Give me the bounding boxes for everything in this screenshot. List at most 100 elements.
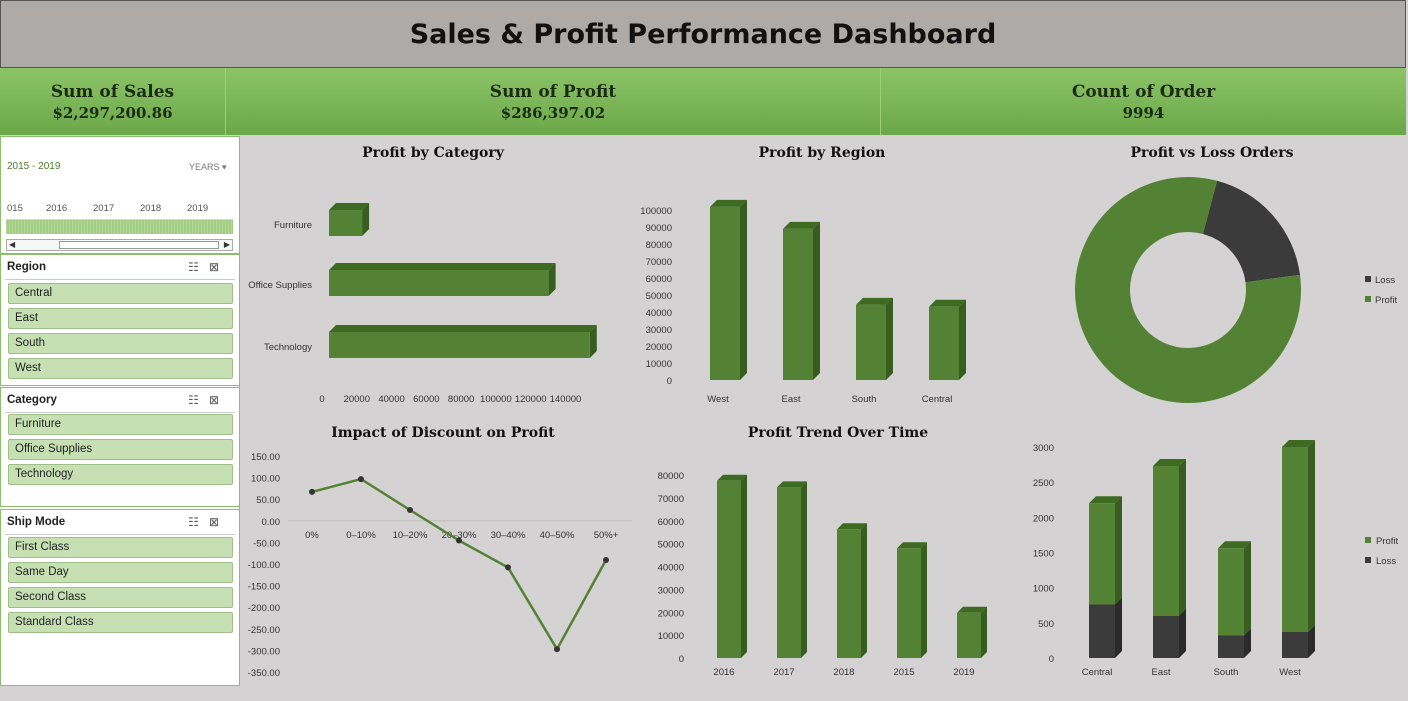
timeline-scrollbar[interactable]: ◀ ▶ — [6, 239, 233, 251]
chart-title-profit-by-region: Profit by Region — [758, 145, 886, 161]
y-tick-label: -250.00 — [248, 625, 280, 636]
x-tick-label: South — [852, 394, 877, 405]
slicer-item-second-class[interactable]: Second Class — [8, 587, 233, 608]
y-tick-label: 70000 — [658, 494, 684, 505]
legend-label: Loss — [1376, 556, 1396, 567]
y-tick-label: 80000 — [658, 471, 684, 482]
slice-loss — [1202, 180, 1300, 283]
year-timeline[interactable]: 2015 - 2019 YEARS ▾ 015 2016 2017 2018 2… — [0, 136, 240, 254]
kpi-count-of-order: Count of Order 9994 — [881, 68, 1406, 135]
kpi-sum-of-sales: Sum of Sales $2,297,200.86 — [0, 68, 226, 135]
slicer-item-first-class[interactable]: First Class — [8, 537, 233, 558]
scroll-left-icon[interactable]: ◀ — [9, 240, 16, 249]
x-tick-label: East — [1151, 667, 1170, 678]
x-tick-label: 2017 — [773, 667, 794, 678]
scrollbar-thumb[interactable] — [59, 241, 219, 249]
timeline-year[interactable]: 2016 — [46, 203, 68, 214]
y-tick-label: 0.00 — [262, 517, 281, 528]
bar-2016 — [717, 474, 747, 658]
x-tick-label: Central — [1082, 667, 1113, 678]
y-tick-label: 40000 — [646, 308, 672, 319]
x-tick-label: West — [707, 394, 729, 405]
x-tick-label: 2018 — [833, 667, 854, 678]
timeline-year[interactable]: 2019 — [187, 203, 209, 214]
y-tick-label: 80000 — [646, 240, 672, 251]
bar-south — [856, 297, 893, 380]
chart-title-profit-trend: Profit Trend Over Time — [747, 425, 929, 441]
slicer-item-furniture[interactable]: Furniture — [8, 414, 233, 435]
legend-swatch — [1365, 537, 1371, 543]
slicer-item-same-day[interactable]: Same Day — [8, 562, 233, 583]
timeline-year[interactable]: 2017 — [93, 203, 115, 214]
x-tick-label: West — [1279, 667, 1301, 678]
bar-west — [710, 199, 747, 380]
chart-profit-by-region: 0 10000 20000 30000 40000 50000 60000 70000 8000… — [640, 199, 966, 405]
chart-profit-loss-by-region: 0 500 1000 1500 2000 2500 3000 Central East South… — [1033, 440, 1399, 678]
legend-label: Profit — [1375, 295, 1398, 306]
timeline-year[interactable]: 2018 — [140, 203, 162, 214]
stack-loss-central — [1089, 597, 1122, 658]
multi-select-icon[interactable]: ☷ — [188, 515, 209, 529]
slicer-header: Category — [7, 394, 57, 406]
y-tick-label: 2500 — [1033, 478, 1054, 489]
x-tick-label: 100000 — [480, 394, 512, 405]
scroll-right-icon[interactable]: ▶ — [223, 240, 230, 249]
slicer-item-technology[interactable]: Technology — [8, 464, 233, 485]
slicer-category: Category ☷⊠ Furniture Office Supplies Te… — [0, 387, 240, 507]
slicer-item-standard-class[interactable]: Standard Class — [8, 612, 233, 633]
y-tick-label: 60000 — [646, 274, 672, 285]
clear-filter-icon[interactable]: ⊠ — [208, 515, 229, 529]
clear-filter-icon[interactable]: ⊠ — [208, 393, 229, 407]
stack-loss-west — [1282, 624, 1315, 658]
chart-profit-by-category: Furniture Office Supplies Technology 0 20000… — [248, 203, 597, 405]
bar-2019 — [957, 606, 987, 658]
y-tick-label: 1500 — [1033, 549, 1054, 560]
x-tick-label: 0–10% — [346, 530, 376, 541]
multi-select-icon[interactable]: ☷ — [188, 260, 209, 274]
multi-select-icon[interactable]: ☷ — [188, 393, 209, 407]
discount-profit-line — [311, 477, 608, 652]
y-tick-label: -200.00 — [248, 603, 280, 614]
x-tick-label: Central — [922, 394, 953, 405]
slicer-item-central[interactable]: Central — [8, 283, 233, 304]
slicer-header: Ship Mode — [7, 516, 66, 528]
legend-label: Loss — [1375, 275, 1395, 286]
slicer-item-east[interactable]: East — [8, 308, 233, 329]
bar-central — [929, 299, 966, 380]
data-point — [505, 564, 511, 571]
chart-title-profit-vs-loss: Profit vs Loss Orders — [1130, 145, 1294, 161]
y-tick-label: 10000 — [646, 359, 672, 370]
slicer-item-office-supplies[interactable]: Office Supplies — [8, 439, 233, 460]
chart-profit-vs-loss-orders: Loss Profit — [1075, 176, 1398, 403]
y-tick-label: 500 — [1038, 619, 1054, 630]
timeline-unit-dropdown[interactable]: YEARS ▾ — [189, 162, 227, 173]
bar-2015 — [897, 542, 927, 658]
dashboard-title-bar: Sales & Profit Performance Dashboard — [0, 0, 1406, 68]
x-tick-label: 40000 — [378, 394, 404, 405]
slice-profit — [1075, 176, 1301, 403]
y-tick-label: 50.00 — [256, 495, 280, 506]
kpi-value: $286,397.02 — [500, 103, 606, 122]
timeline-year[interactable]: 015 — [7, 203, 23, 214]
kpi-row: Sum of Sales $2,297,200.86 Sum of Profit… — [0, 68, 1406, 135]
slicer-item-south[interactable]: South — [8, 333, 233, 354]
legend-swatch — [1365, 296, 1371, 302]
stack-loss-east — [1153, 608, 1186, 658]
slicer-region: Region ☷⊠ Central East South West — [0, 254, 240, 386]
slicer-item-west[interactable]: West — [8, 358, 233, 379]
timeline-selection-bar[interactable] — [6, 219, 233, 234]
y-tick-label: 50000 — [646, 291, 672, 302]
category-label: Office Supplies — [248, 280, 312, 291]
y-tick-label: 10000 — [658, 631, 684, 642]
x-tick-label: 0% — [305, 530, 319, 541]
y-tick-label: -300.00 — [248, 646, 280, 657]
y-tick-label: 30000 — [646, 325, 672, 336]
y-tick-label: -50.00 — [253, 538, 280, 549]
y-tick-label: -100.00 — [248, 560, 280, 571]
kpi-label: Sum of Sales — [50, 81, 175, 102]
x-tick-label: 140000 — [550, 394, 582, 405]
slicer-header: Region — [7, 261, 46, 273]
y-tick-label: 0 — [667, 376, 672, 387]
clear-filter-icon[interactable]: ⊠ — [208, 260, 229, 274]
x-tick-label: 2016 — [713, 667, 734, 678]
